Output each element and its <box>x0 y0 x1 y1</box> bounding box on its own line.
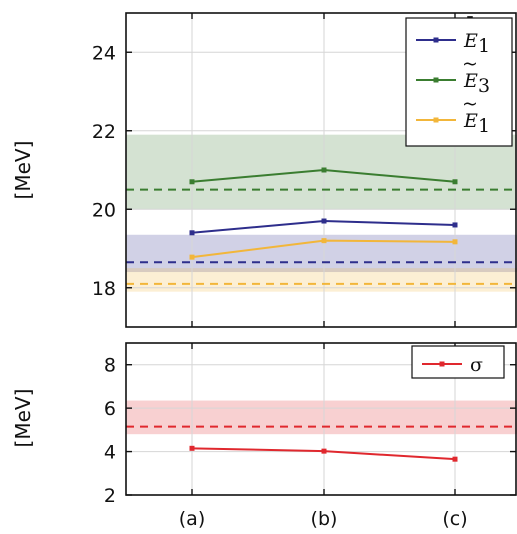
y-tick-label-0: 2 <box>104 485 116 507</box>
legend-marker-0 <box>439 361 445 367</box>
y-tick-label-3: 24 <box>92 42 116 64</box>
plot-frame <box>125 342 517 496</box>
data-point-1-0 <box>189 179 195 185</box>
legend-label-1: E <box>463 70 478 92</box>
x-tick-label-2: (c) <box>442 508 467 530</box>
legend-label-0: E <box>463 30 478 52</box>
y-tick-label-3: 8 <box>104 355 116 377</box>
y-axis-label: [MeV] <box>11 141 35 200</box>
data-point-1-1 <box>321 167 327 173</box>
legend-accent-1: ~ <box>462 53 478 75</box>
legend-marker-1 <box>433 77 439 83</box>
data-point-1-2 <box>452 179 458 185</box>
data-point-0-0 <box>189 230 195 236</box>
data-point-0-1 <box>321 448 327 454</box>
y-tick-label-1: 4 <box>104 442 116 464</box>
uncertainty-band-0 <box>126 400 517 435</box>
legend: ¯E 1~E 3~E 1 <box>405 13 513 147</box>
legend-accent-2: ~ <box>462 93 478 115</box>
legend-accent-0: ¯ <box>465 13 475 35</box>
legend-label-2: E <box>463 110 478 132</box>
y-tick-label-2: 6 <box>104 398 116 420</box>
data-point-0-2 <box>452 222 458 228</box>
x-tick-label-1: (b) <box>311 508 338 530</box>
legend-subscript-2: 1 <box>478 115 490 137</box>
data-point-0-1 <box>321 218 327 224</box>
uncertainty-band-2 <box>126 268 517 292</box>
legend-marker-2 <box>433 117 439 123</box>
legend: σ <box>411 345 505 379</box>
data-point-0-2 <box>452 456 458 462</box>
y-tick-label-1: 20 <box>92 199 116 221</box>
y-axis-label: [MeV] <box>11 389 35 448</box>
legend-marker-0 <box>433 37 439 43</box>
y-tick-label-0: 18 <box>92 278 116 300</box>
plot-frame <box>125 12 517 328</box>
data-point-2-1 <box>321 238 327 244</box>
legend-box <box>411 345 505 379</box>
y-tick-label-2: 22 <box>92 121 116 143</box>
legend-label-0: σ <box>470 354 483 376</box>
legend-subscript-0: 1 <box>478 35 490 57</box>
data-point-2-0 <box>189 254 195 260</box>
legend-subscript-1: 3 <box>478 75 490 97</box>
data-point-2-2 <box>452 239 458 245</box>
x-tick-label-0: (a) <box>179 508 205 530</box>
data-point-0-0 <box>189 445 195 451</box>
legend-box <box>405 17 513 147</box>
panel-bottom: 2 4 6 8 (a) (b) (c) [MeV] σ <box>11 342 517 530</box>
